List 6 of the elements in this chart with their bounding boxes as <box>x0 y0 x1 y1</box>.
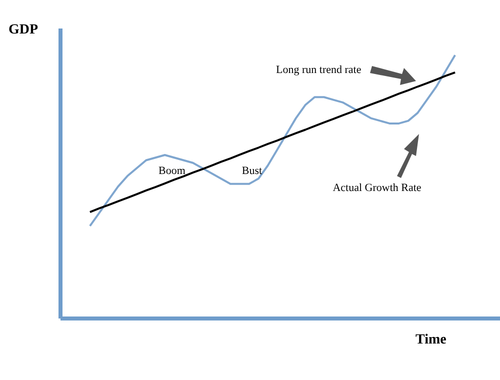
annotation: Long run trend rate <box>276 64 362 76</box>
x-axis-title: Time <box>416 332 446 348</box>
annotation: Bust <box>242 165 262 177</box>
y-axis-title: GDP <box>8 22 38 38</box>
annotation: Boom <box>158 165 186 177</box>
annotation: Actual Growth Rate <box>332 182 422 194</box>
